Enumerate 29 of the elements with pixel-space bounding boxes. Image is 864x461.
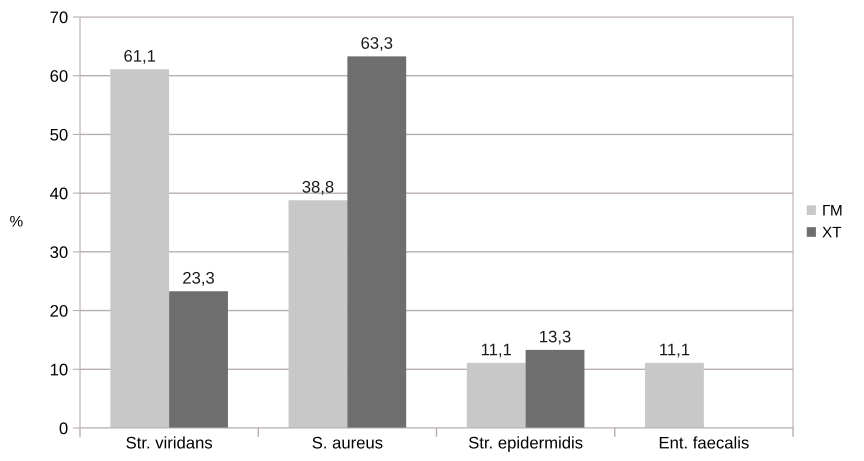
y-tick-label: 50 [50, 128, 68, 141]
data-label: 38,8 [302, 180, 334, 195]
y-tick-label: 0 [60, 422, 68, 434]
bar [526, 350, 584, 428]
y-tick-label: 20 [50, 304, 68, 317]
data-label: 13,3 [540, 330, 571, 344]
y-tick-label: 40 [50, 188, 68, 200]
data-label: 11,1 [482, 344, 512, 358]
legend-label: ХТ [822, 226, 842, 238]
bar [288, 200, 348, 428]
y-axis-title: % [10, 216, 23, 227]
x-tick-label: Str. viridans [126, 436, 212, 449]
y-tick-label: 10 [50, 364, 68, 376]
x-tick-label: Str. epidermidis [468, 436, 582, 452]
x-tick-label: Ent. faecalis [660, 436, 749, 449]
data-label: 61,1 [124, 50, 156, 64]
bar [347, 56, 406, 428]
y-tick-label: 30 [50, 246, 68, 258]
bar [110, 69, 170, 428]
bar [645, 362, 704, 428]
bar [466, 362, 526, 428]
data-label: 63,3 [361, 37, 392, 51]
y-tick-label: 60 [50, 70, 68, 82]
data-label: 11,1 [660, 344, 690, 358]
x-tick-label: S. aureus [312, 436, 382, 449]
bar [169, 291, 228, 428]
y-tick-label: 70 [50, 11, 68, 24]
data-label: 23,3 [183, 272, 214, 286]
legend-label: ГМ [823, 204, 842, 216]
